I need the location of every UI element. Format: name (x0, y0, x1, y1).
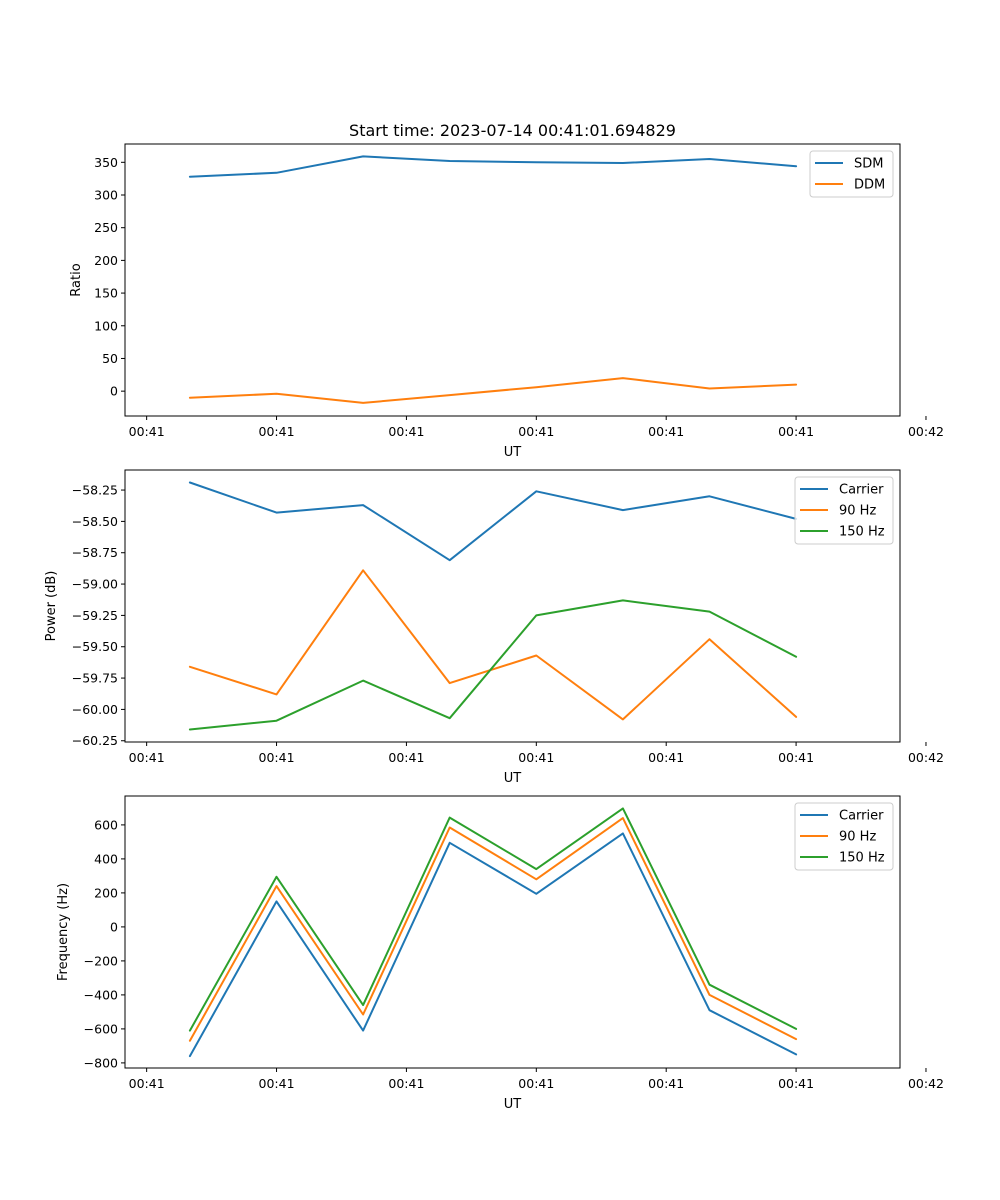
frequency-axes-frame (124, 795, 901, 1069)
frequency-y-tick-label: −200 (84, 953, 118, 968)
ratio-y-tick-label: 300 (94, 188, 118, 203)
frequency-legend-frame (794, 802, 894, 871)
power-y-ticks: −60.25 −60.00 −59.75 −59.50 −59.25 −59.00 −58.… (72, 483, 125, 748)
power-legend-frame (794, 476, 894, 545)
frequency-x-ticks: 00:41 00:41 00:41 00:41 00:41 00:41 00:42 (129, 1068, 944, 1091)
ratio-x-ticks: 00:41 00:41 00:41 00:41 00:41 00:41 00:42 (129, 416, 944, 439)
power-x-tick-label: 00:41 (518, 750, 554, 765)
ratio-y-tick-label: 0 (110, 384, 118, 399)
power-y-tick-label: −59.00 (72, 577, 118, 592)
ratio-x-tick-label: 00:41 (129, 424, 165, 439)
ratio-y-tick-label: 150 (94, 286, 118, 301)
ratio-x-tick-label: 00:41 (259, 424, 295, 439)
power-series-carrier-line (188, 481, 798, 562)
frequency-y-tick-label: −800 (84, 1055, 118, 1070)
ratio-y-tick-label: 250 (94, 220, 118, 235)
frequency-series-carrier-line (188, 832, 798, 1058)
ratio-legend: SDM DDM (809, 150, 894, 198)
frequency-x-tick-label: 00:41 (259, 1076, 295, 1091)
power-series-90-hz-line (188, 569, 798, 721)
frequency-x-tick-label: 00:41 (388, 1076, 424, 1091)
frequency-x-tick-label: 00:41 (129, 1076, 165, 1091)
frequency-y-ticks: −800 −600 −400 −200 0 200 400 600 (84, 817, 125, 1070)
ratio-y-ticks: 0 50 100 150 200 250 300 350 (94, 155, 125, 399)
power-legend-label-150-hz: 150 Hz (839, 525, 885, 540)
power-x-tick-label: 00:41 (388, 750, 424, 765)
ratio-panel: Start time: 2023-07-14 00:41:01.694829 0… (69, 121, 944, 460)
frequency-y-tick-label: 600 (94, 817, 118, 832)
power-legend-label-carrier: Carrier (839, 483, 884, 498)
power-legend: Carrier 90 Hz 150 Hz (794, 476, 894, 545)
frequency-x-tick-label: 00:41 (778, 1076, 814, 1091)
power-y-tick-label: −59.75 (72, 671, 118, 686)
frequency-y-tick-label: 400 (94, 851, 118, 866)
frequency-series-90-hz-line (188, 817, 798, 1042)
frequency-x-axis-label: UT (504, 1097, 522, 1112)
ratio-y-axis-label: Ratio (69, 263, 84, 296)
power-x-tick-label: 00:41 (778, 750, 814, 765)
ratio-series-sdm-line (188, 155, 798, 178)
ratio-x-tick-label: 00:41 (388, 424, 424, 439)
power-y-tick-label: −59.25 (72, 608, 118, 623)
ratio-x-axis-label: UT (504, 445, 522, 460)
frequency-legend: Carrier 90 Hz 150 Hz (794, 802, 894, 871)
power-x-tick-label: 00:41 (259, 750, 295, 765)
power-series-150-hz-line (188, 599, 798, 731)
power-x-tick-label: 00:41 (129, 750, 165, 765)
power-plot-area (188, 481, 798, 731)
ratio-y-tick-label: 350 (94, 155, 118, 170)
frequency-y-tick-label: 0 (110, 919, 118, 934)
frequency-y-tick-label: −600 (84, 1021, 118, 1036)
ratio-y-tick-label: 200 (94, 253, 118, 268)
ratio-x-tick-label: 00:41 (778, 424, 814, 439)
power-y-tick-label: −60.25 (72, 733, 118, 748)
power-x-tick-label: 00:41 (648, 750, 684, 765)
power-y-tick-label: −60.00 (72, 702, 118, 717)
frequency-legend-label-90-hz: 90 Hz (839, 830, 876, 845)
ratio-y-tick-label: 100 (94, 318, 118, 333)
frequency-legend-label-150-hz: 150 Hz (839, 851, 885, 866)
frequency-y-axis-label: Frequency (Hz) (56, 883, 71, 981)
ratio-plot-area (188, 155, 798, 404)
frequency-legend-label-carrier: Carrier (839, 809, 884, 824)
ratio-x-tick-label: 00:42 (908, 424, 944, 439)
power-axes-frame (124, 469, 901, 743)
ratio-axes-frame (124, 143, 901, 417)
frequency-x-tick-label: 00:41 (518, 1076, 554, 1091)
frequency-panel: 00:41 00:41 00:41 00:41 00:41 00:41 00:42 −800… (56, 795, 944, 1112)
power-y-tick-label: −58.25 (72, 483, 118, 498)
frequency-plot-area (188, 807, 798, 1058)
frequency-y-tick-label: −400 (84, 987, 118, 1002)
power-panel: 00:41 00:41 00:41 00:41 00:41 00:41 00:42 −60.… (44, 469, 944, 786)
power-y-tick-label: −58.75 (72, 545, 118, 560)
chart-title: Start time: 2023-07-14 00:41:01.694829 (349, 121, 676, 140)
ratio-legend-label-sdm: SDM (854, 157, 883, 172)
power-legend-label-90-hz: 90 Hz (839, 504, 876, 519)
power-x-axis-label: UT (504, 771, 522, 786)
ratio-y-tick-label: 50 (102, 351, 118, 366)
power-y-tick-label: −59.50 (72, 639, 118, 654)
ratio-legend-label-ddm: DDM (854, 178, 885, 193)
ratio-series-ddm-line (188, 377, 798, 404)
power-x-tick-label: 00:42 (908, 750, 944, 765)
frequency-series-150-hz-line (188, 807, 798, 1032)
ratio-x-tick-label: 00:41 (648, 424, 684, 439)
power-x-ticks: 00:41 00:41 00:41 00:41 00:41 00:41 00:42 (129, 742, 944, 765)
power-y-tick-label: −58.50 (72, 514, 118, 529)
frequency-x-tick-label: 00:42 (908, 1076, 944, 1091)
frequency-x-tick-label: 00:41 (648, 1076, 684, 1091)
frequency-y-tick-label: 200 (94, 885, 118, 900)
ratio-x-tick-label: 00:41 (518, 424, 554, 439)
power-y-axis-label: Power (dB) (44, 571, 59, 642)
